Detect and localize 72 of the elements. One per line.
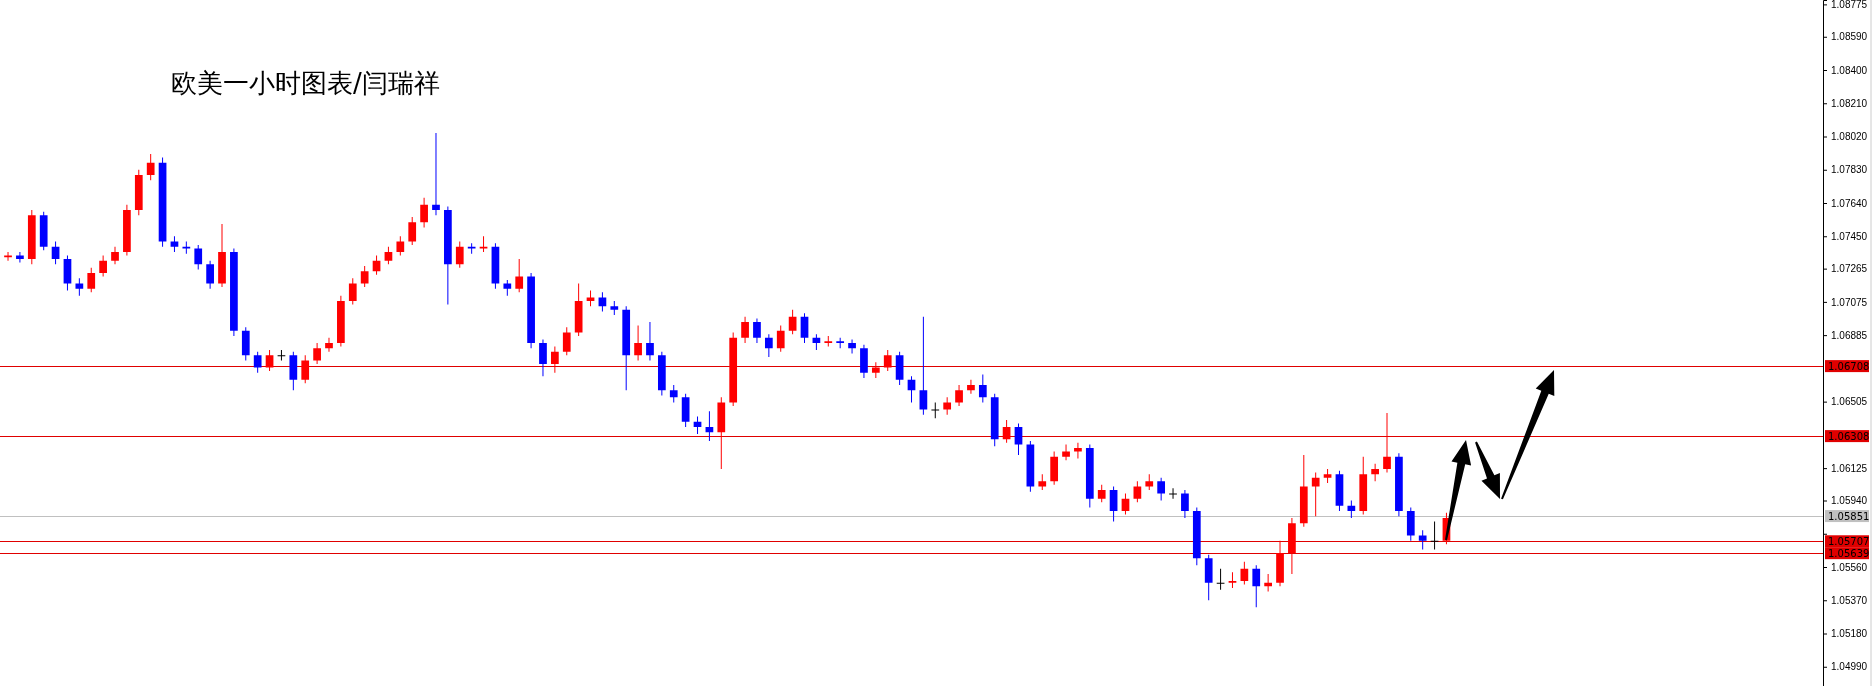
candlestick: [265, 349, 274, 372]
candlestick: [325, 337, 333, 353]
candlestick: [753, 318, 761, 344]
candlestick: [848, 339, 856, 354]
candlestick: [741, 316, 749, 344]
y-tick-label: 1.06125: [1831, 462, 1868, 474]
candlestick: [408, 216, 417, 246]
candlestick: [1062, 444, 1070, 461]
y-tick-label: 1.06505: [1831, 396, 1868, 408]
ref-line-label: 1.05707: [1828, 536, 1870, 548]
ref-line-label: 1.05639: [1828, 548, 1870, 560]
candlestick: [955, 384, 963, 407]
y-tick-label: 1.08210: [1831, 97, 1868, 109]
candlestick: [776, 325, 785, 353]
candlestick: [313, 342, 321, 365]
y-tick-label: 1.05940: [1831, 495, 1868, 507]
candlestick: [515, 258, 524, 293]
candlestick: [919, 316, 928, 416]
candlestick: [1252, 564, 1261, 608]
candlestick: [1371, 463, 1379, 482]
candlestick: [1240, 561, 1249, 585]
y-tick-label: 1.07830: [1831, 164, 1868, 176]
y-tick-label: 1.08590: [1831, 31, 1868, 43]
candlestick: [455, 241, 464, 269]
y-tick-label: 1.05560: [1831, 561, 1868, 573]
y-tick-label: 1.08020: [1831, 131, 1868, 143]
y-tick-label: 1.07265: [1831, 263, 1868, 275]
candlestick: [646, 321, 654, 361]
y-tick-label: 1.05180: [1831, 628, 1868, 640]
candlestick: [206, 260, 214, 290]
candlestick: [967, 379, 975, 395]
candlestick: [253, 351, 262, 374]
candlestick: [1181, 489, 1189, 519]
candlestick: [301, 354, 310, 384]
candlestick: [1169, 487, 1177, 500]
candlestick: [1418, 529, 1427, 550]
candlestick: [800, 312, 809, 344]
candlestick: [788, 309, 797, 335]
candlestick: [539, 339, 547, 377]
text: 欧美一小时图表/闫瑞祥: [171, 68, 440, 98]
candlestick: [1157, 477, 1166, 501]
candlestick: [360, 265, 369, 288]
candlestick: [764, 333, 773, 358]
y-tick-label: 1.07640: [1831, 197, 1868, 209]
candlestick: [1074, 442, 1082, 459]
candlestick: [978, 374, 987, 403]
candlestick: [87, 267, 96, 293]
candlestick: [1311, 472, 1320, 517]
candlestick: [551, 346, 559, 374]
candlestick: [634, 325, 642, 361]
candlestick: [562, 326, 571, 356]
candlestick: [1109, 486, 1118, 522]
candlestick: [420, 197, 428, 228]
y-tick-label: 1.04990: [1831, 661, 1868, 673]
candlestick: [348, 277, 357, 305]
candlestick: [146, 153, 155, 181]
candlestick: [396, 235, 405, 256]
candlestick: [432, 132, 440, 216]
candlestick: [99, 255, 107, 277]
y-tick-label: 1.08775: [1831, 0, 1868, 11]
y-tick-label: 1.08400: [1831, 64, 1868, 76]
candlestick: [1014, 423, 1023, 456]
candlestick: [194, 244, 203, 270]
ref-line-label: 1.06708: [1828, 361, 1870, 373]
candlestick: [1383, 412, 1391, 473]
candlestick: [883, 349, 892, 372]
y-tick-label: 1.05370: [1831, 594, 1868, 606]
y-tick-label: 1.06885: [1831, 329, 1868, 341]
y-tick-label: 1.07075: [1831, 296, 1868, 308]
y-tick-label: 1.07450: [1831, 230, 1868, 242]
ref-line-label: 1.06308: [1828, 431, 1870, 443]
ref-line-label: 1.05851: [1828, 511, 1870, 523]
